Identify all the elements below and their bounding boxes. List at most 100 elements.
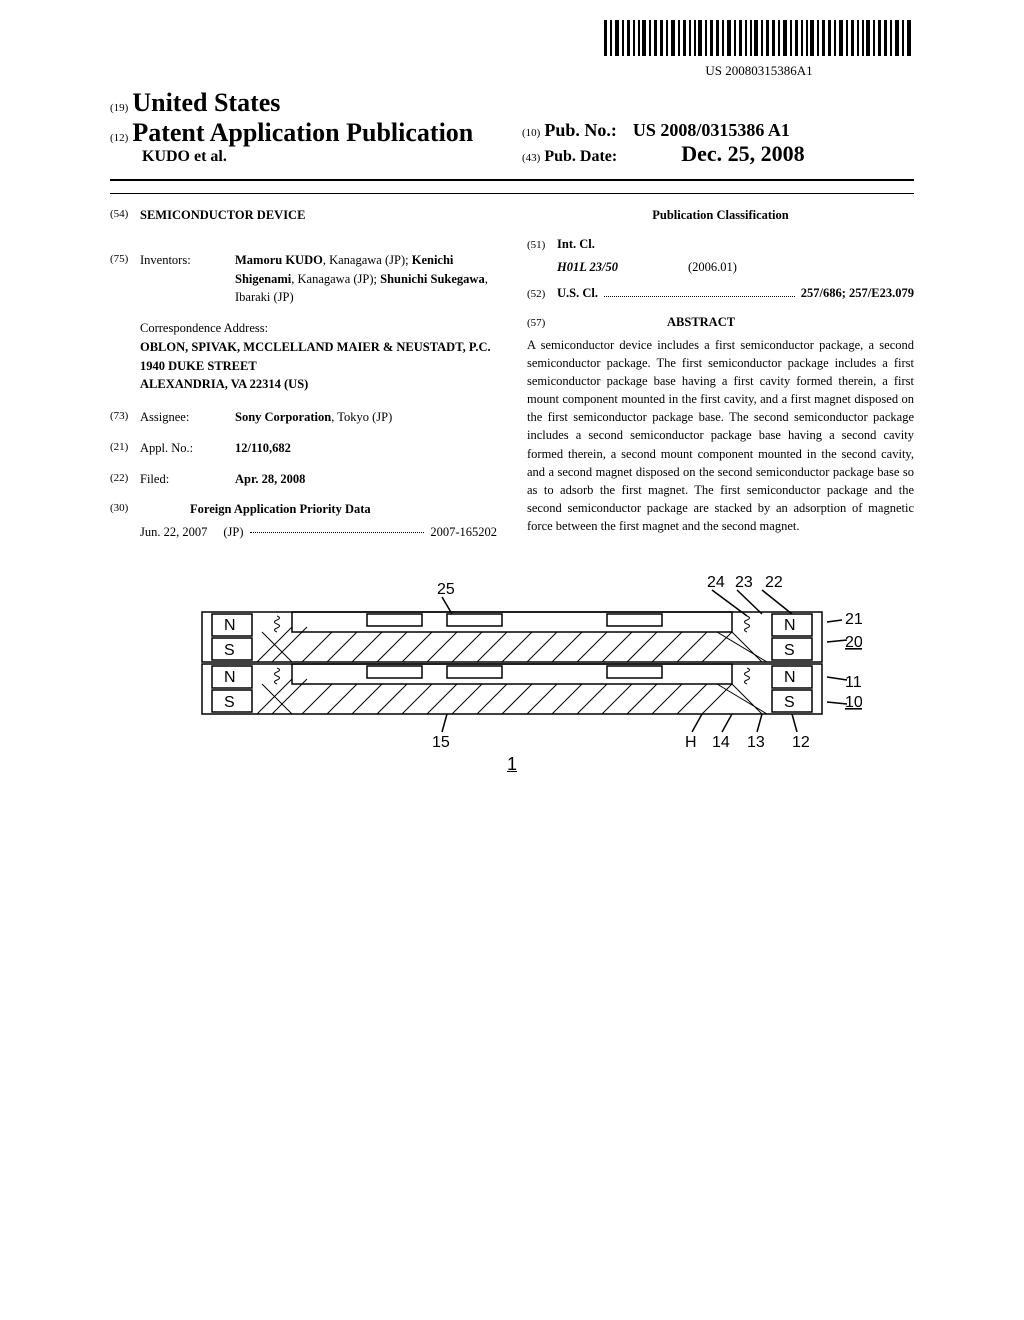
- divider-thin: [110, 193, 914, 194]
- title-row: (54) SEMICONDUCTOR DEVICE: [110, 206, 497, 239]
- fig-label-25: 25: [437, 581, 455, 598]
- fig-S-tl: S: [224, 642, 235, 659]
- pub-title: Patent Application Publication: [132, 118, 473, 147]
- corr-line2: 1940 DUKE STREET: [140, 357, 497, 376]
- fig-N-br: N: [784, 669, 796, 686]
- us-cl-label: U.S. Cl.: [557, 284, 598, 303]
- inventor-2-loc: , Kanagawa (JP);: [291, 272, 380, 286]
- num-51: (51): [527, 237, 557, 254]
- appl-label: Appl. No.:: [140, 439, 235, 458]
- num-52: (52): [527, 286, 557, 303]
- assignee-value: Sony Corporation, Tokyo (JP): [235, 408, 497, 427]
- filed-row: (22) Filed: Apr. 28, 2008: [110, 470, 497, 489]
- assignee-label: Assignee:: [140, 408, 235, 427]
- divider-thick: [110, 179, 914, 181]
- int-cl-code: H01L 23/50: [557, 258, 618, 277]
- fig-label-H: H: [685, 734, 697, 751]
- fig-label-12: 12: [792, 734, 810, 751]
- fig-label-10: 10: [845, 694, 862, 711]
- filed-label: Filed:: [140, 470, 235, 489]
- fig-S-tr: S: [784, 642, 795, 659]
- header-left: (19) United States (12) Patent Applicati…: [110, 88, 502, 166]
- dots2: [604, 287, 795, 297]
- corr-line1: OBLON, SPIVAK, MCCLELLAND MAIER & NEUSTA…: [140, 338, 497, 357]
- num-30: (30): [110, 500, 140, 517]
- fig-label-1: 1: [507, 754, 517, 772]
- fig-label-21: 21: [845, 611, 862, 628]
- fig-S-br: S: [784, 694, 795, 711]
- columns: (54) SEMICONDUCTOR DEVICE (75) Inventors…: [110, 206, 914, 542]
- inventor-3: Shunichi Sukegawa: [380, 272, 485, 286]
- abstract-label: ABSTRACT: [667, 313, 735, 332]
- correspondence: Correspondence Address: OBLON, SPIVAK, M…: [140, 319, 497, 394]
- figure-svg: 25 24 23 22 21 20 11 10 15 H 14 13 12 1 …: [162, 572, 862, 772]
- num-57: (57): [527, 315, 557, 332]
- left-column: (54) SEMICONDUCTOR DEVICE (75) Inventors…: [110, 206, 497, 542]
- assignee-loc: , Tokyo (JP): [331, 410, 392, 424]
- fig-label-14: 14: [712, 734, 730, 751]
- abstract-header-row: (57) ABSTRACT: [527, 313, 914, 332]
- inventor-1: Mamoru KUDO: [235, 253, 323, 267]
- classification-header: Publication Classification: [527, 206, 914, 225]
- fig-label-24: 24: [707, 574, 725, 591]
- fig-label-13: 13: [747, 734, 765, 751]
- num-22: (22): [110, 470, 140, 487]
- int-cl-year: (2006.01): [688, 258, 737, 277]
- fig-label-22: 22: [765, 574, 783, 591]
- inventors-row: (75) Inventors: Mamoru KUDO, Kanagawa (J…: [110, 251, 497, 307]
- num-54: (54): [110, 206, 140, 223]
- authors: KUDO et al.: [142, 148, 502, 166]
- fig-label-23: 23: [735, 574, 753, 591]
- fig-N-tr: N: [784, 617, 796, 634]
- pub-no-line: (10) Pub. No.: US 2008/0315386 A1: [522, 120, 914, 141]
- inventors-label: Inventors:: [140, 251, 235, 270]
- corr-line3: ALEXANDRIA, VA 22314 (US): [140, 375, 497, 394]
- country: United States: [132, 88, 280, 117]
- appl-row: (21) Appl. No.: 12/110,682: [110, 439, 497, 458]
- header-right: (10) Pub. No.: US 2008/0315386 A1 (43) P…: [502, 88, 914, 167]
- fig-label-20: 20: [845, 634, 862, 651]
- pub-no-value: US 2008/0315386 A1: [633, 120, 790, 140]
- num-21: (21): [110, 439, 140, 456]
- int-cl-value-row: H01L 23/50 (2006.01): [557, 258, 914, 277]
- assignee-name: Sony Corporation: [235, 410, 331, 424]
- barcode-section: US 20080315386A1: [110, 20, 914, 80]
- barcode-svg: [604, 20, 914, 56]
- barcode-text: US 20080315386A1: [604, 63, 914, 79]
- num-73: (73): [110, 408, 140, 425]
- priority-header: Foreign Application Priority Data: [190, 500, 371, 519]
- num-43: (43): [522, 152, 540, 164]
- priority-no: 2007-165202: [430, 523, 497, 542]
- figure: 25 24 23 22 21 20 11 10 15 H 14 13 12 1 …: [110, 572, 914, 777]
- pub-title-line: (12) Patent Application Publication: [110, 118, 502, 148]
- fig-S-bl: S: [224, 694, 235, 711]
- fig-label-15: 15: [432, 734, 450, 751]
- int-cl-label: Int. Cl.: [557, 235, 595, 254]
- pub-date-value: Dec. 25, 2008: [681, 141, 804, 166]
- num-10: (10): [522, 127, 540, 139]
- header-row: (19) United States (12) Patent Applicati…: [110, 88, 914, 167]
- us-cl-value: 257/686; 257/E23.079: [801, 284, 914, 303]
- us-cl-row: (52) U.S. Cl. 257/686; 257/E23.079: [527, 284, 914, 303]
- right-column: Publication Classification (51) Int. Cl.…: [527, 206, 914, 542]
- pub-date-line: (43) Pub. Date: Dec. 25, 2008: [522, 141, 914, 167]
- fig-N-tl: N: [224, 617, 236, 634]
- abstract-text: A semiconductor device includes a first …: [527, 336, 914, 535]
- priority-date: Jun. 22, 2007: [140, 523, 207, 542]
- appl-no: 12/110,682: [235, 439, 497, 458]
- priority-header-row: (30) Foreign Application Priority Data: [110, 500, 497, 519]
- pub-date-label: Pub. Date:: [544, 148, 617, 165]
- num-12: (12): [110, 132, 128, 144]
- num-19: (19): [110, 102, 128, 114]
- corr-label: Correspondence Address:: [140, 319, 497, 338]
- country-line: (19) United States: [110, 88, 502, 118]
- inventor-1-loc: , Kanagawa (JP);: [323, 253, 412, 267]
- barcode: US 20080315386A1: [604, 20, 914, 79]
- fig-N-bl: N: [224, 669, 236, 686]
- fig-label-11: 11: [845, 674, 862, 691]
- priority-row: Jun. 22, 2007 (JP) 2007-165202: [140, 523, 497, 542]
- assignee-row: (73) Assignee: Sony Corporation, Tokyo (…: [110, 408, 497, 427]
- dots: [250, 523, 425, 533]
- inventors-value: Mamoru KUDO, Kanagawa (JP); Kenichi Shig…: [235, 251, 497, 307]
- invention-title: SEMICONDUCTOR DEVICE: [140, 206, 305, 225]
